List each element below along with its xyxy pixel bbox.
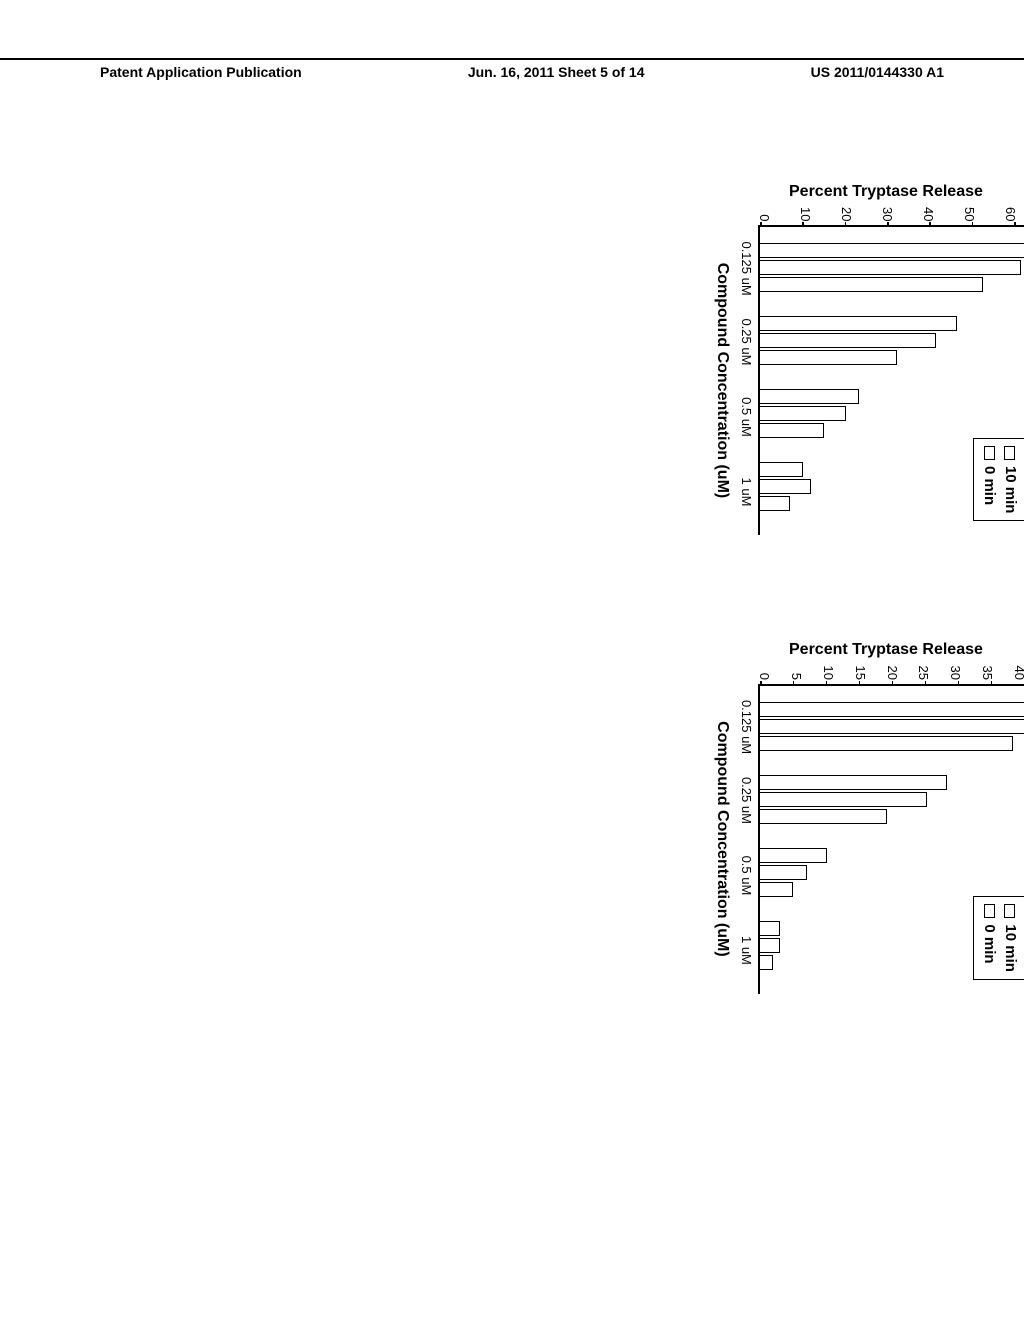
bar-group [760, 316, 957, 365]
bar-group [760, 775, 947, 824]
x-axis-label: Compound Concentration (uM) [713, 225, 731, 535]
bar [760, 719, 1024, 734]
bar [760, 316, 957, 331]
bar [760, 389, 859, 404]
bar [760, 809, 887, 824]
header-right: US 2011/0144330 A1 [811, 64, 944, 80]
bar-group [760, 702, 1024, 751]
bar [760, 955, 773, 970]
bar-group [760, 462, 811, 511]
legend: 30 min 10 min 0 min [973, 438, 1024, 522]
bar-group [760, 243, 1024, 292]
bar [760, 277, 983, 292]
bar-group [760, 921, 780, 970]
legend-swatch-icon [984, 904, 995, 918]
bar [760, 775, 947, 790]
legend: 30 min 10 min 0 min [973, 896, 1024, 980]
y-axis-label: Percent Tryptase Release [713, 641, 1024, 659]
plot-area: 30 min 10 min 0 min [758, 225, 1024, 535]
bar [760, 479, 811, 494]
x-ticks: 0.125 uM 0.25 uM 0.5 uM 1 uM [739, 225, 758, 535]
y-axis-label: Percent Tryptase Release [713, 183, 1024, 201]
legend-swatch-icon [1004, 446, 1015, 460]
header-center: Jun. 16, 2011 Sheet 5 of 14 [468, 64, 645, 80]
legend-swatch-icon [984, 446, 995, 460]
header-left: Patent Application Publication [100, 64, 302, 80]
bar-group [760, 848, 827, 897]
bar [760, 792, 927, 807]
bar [760, 938, 780, 953]
bar [760, 921, 780, 936]
bar [760, 243, 1024, 258]
bar [760, 350, 897, 365]
bar [760, 882, 793, 897]
plot-area: 30 min 10 min 0 min [758, 684, 1024, 994]
bar [760, 260, 1021, 275]
page-header: Patent Application Publication Jun. 16, … [0, 58, 1024, 80]
charts-row: R921218 Percent Tryptase Release 70 60 5… [713, 165, 1024, 1012]
bar [760, 848, 827, 863]
bar [760, 496, 790, 511]
bar [760, 865, 807, 880]
bar [760, 462, 803, 477]
bar-group [760, 389, 859, 438]
figure-area: FIG. 5 R921218 Percent Tryptase Release … [0, 285, 1024, 1055]
bar [760, 702, 1024, 717]
bar [760, 406, 846, 421]
legend-swatch-icon [1004, 904, 1015, 918]
bar [760, 423, 824, 438]
bar [760, 736, 1013, 751]
x-ticks: 0.125 uM 0.25 uM 0.5 uM 1 uM [739, 684, 758, 994]
x-axis-label: Compound Concentration (uM) [713, 684, 731, 994]
bar [760, 333, 936, 348]
chart-r921218: R921218 Percent Tryptase Release 70 60 5… [713, 165, 1024, 553]
chart-r926495: R926495 Percent Tryptase Release 45 40 3… [713, 623, 1024, 1011]
